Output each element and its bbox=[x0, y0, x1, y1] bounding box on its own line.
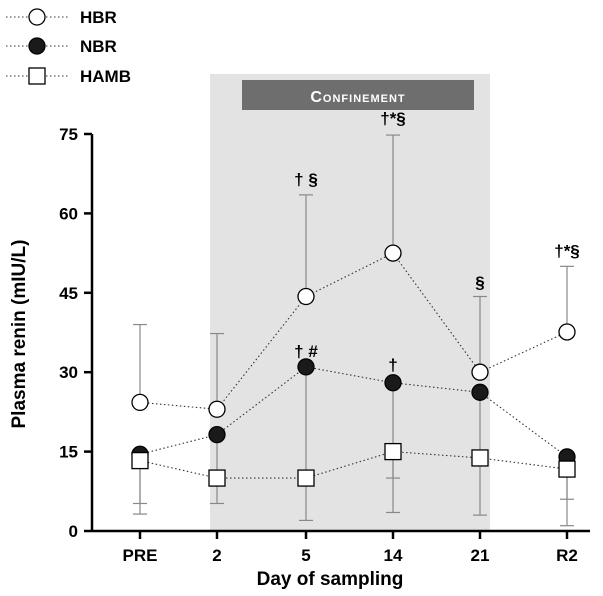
NBR-line bbox=[139, 366, 568, 458]
axes: 0 15 30 45 60 75 PRE 2 5 14 21 R2 bbox=[59, 125, 590, 565]
x-tick-label: 14 bbox=[384, 546, 403, 565]
significance-mark: § bbox=[475, 273, 484, 292]
NBR-point bbox=[297, 358, 315, 376]
HBR-point bbox=[131, 393, 149, 412]
HAMB-point bbox=[208, 469, 226, 487]
HAMB-point bbox=[297, 469, 315, 487]
significance-mark: †*§ bbox=[380, 109, 406, 128]
data-markers bbox=[131, 244, 576, 487]
legend-marker bbox=[28, 8, 46, 26]
legend-marker bbox=[28, 67, 46, 85]
y-tick-label: 30 bbox=[59, 363, 78, 382]
y-tick-label: 75 bbox=[59, 125, 78, 144]
NBR-point bbox=[384, 374, 402, 392]
legend-label: NBR bbox=[80, 37, 117, 56]
legend-marker bbox=[28, 37, 46, 55]
y-tick-label: 0 bbox=[69, 522, 78, 541]
y-tick-label: 60 bbox=[59, 204, 78, 223]
x-tick-label: 5 bbox=[301, 546, 310, 565]
x-tick-label: PRE bbox=[123, 546, 158, 565]
significance-mark: †*§ bbox=[554, 241, 580, 260]
NBR-point bbox=[208, 426, 226, 444]
NBR-point bbox=[471, 383, 489, 401]
significance-annotations: † § † # †*§ † § †*§ bbox=[294, 109, 580, 374]
series-lines bbox=[139, 252, 568, 479]
HAMB-point bbox=[384, 442, 402, 461]
legend-label: HBR bbox=[80, 8, 117, 27]
x-tick-label: R2 bbox=[556, 546, 578, 565]
significance-mark: † bbox=[388, 355, 397, 374]
y-tick-label: 45 bbox=[59, 284, 78, 303]
confinement-shade bbox=[210, 74, 490, 531]
HBR-point bbox=[558, 323, 576, 341]
confinement-label-bg bbox=[242, 80, 474, 110]
HAMB-point bbox=[471, 449, 489, 467]
x-axis-title: Day of sampling bbox=[257, 569, 404, 590]
confinement-region: Confinement bbox=[210, 74, 490, 531]
y-axis-title: Plasma renin (mIU/L) bbox=[9, 240, 30, 429]
legend-label: HAMB bbox=[80, 67, 131, 86]
HBR-point bbox=[208, 400, 226, 418]
HBR-point bbox=[384, 244, 402, 262]
HBR-line bbox=[139, 252, 568, 410]
HAMB-point bbox=[558, 460, 576, 478]
HBR-point bbox=[471, 363, 489, 381]
legend: HBR NBR HAMB bbox=[6, 8, 131, 86]
significance-mark: † § bbox=[294, 170, 318, 189]
y-tick-label: 15 bbox=[59, 443, 78, 462]
significance-mark: † # bbox=[294, 342, 318, 361]
HBR-point bbox=[297, 287, 315, 306]
x-tick-label: 21 bbox=[471, 546, 490, 565]
confinement-label: Confinement bbox=[310, 89, 405, 106]
HAMB-line bbox=[139, 451, 568, 479]
x-tick-label: 2 bbox=[212, 546, 221, 565]
HAMB-point bbox=[131, 451, 149, 470]
